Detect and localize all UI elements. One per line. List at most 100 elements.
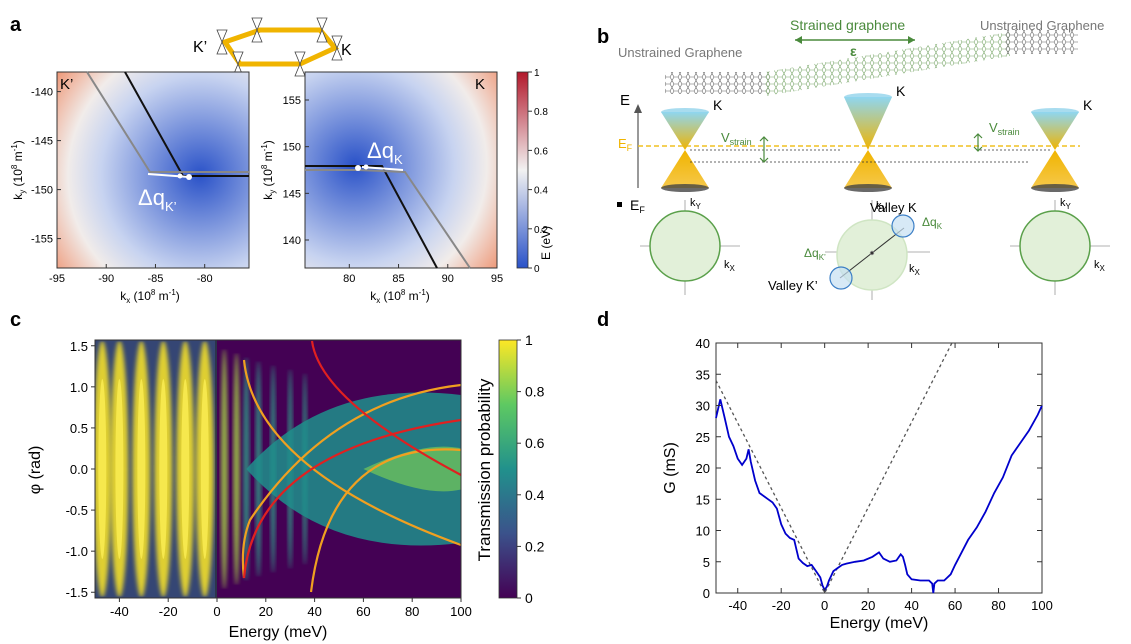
conductance-xtick: 20: [861, 598, 875, 613]
svg-text:kX: kX: [1094, 259, 1106, 273]
conductance-xtick: 80: [991, 598, 1005, 613]
right-map-ytick: 155: [283, 95, 301, 107]
transmission-curve-red-upper: [310, 340, 461, 476]
energy-colorbar-label: E (eV): [539, 226, 553, 260]
conductance-xtick: -40: [728, 598, 747, 613]
conductance-xtick: 40: [904, 598, 918, 613]
fermi-label: EF: [618, 136, 633, 153]
right-energy-map: K ΔqK 80 85 90 95 155 150 145 140 kx (108 m-1)…: [260, 71, 503, 305]
left-map-ytick: -145: [31, 136, 53, 148]
conductance-ytick: 35: [696, 367, 710, 382]
fermi-circle-middle: kY kX Valley K Valley K’ ΔqK ΔqK’: [768, 200, 943, 300]
heatmap-xtick: 60: [356, 604, 370, 619]
conductance-ytick: 10: [696, 524, 710, 539]
transmission-colorbar-tick: 0.2: [525, 538, 545, 554]
left-map-dq-label: ΔqK’: [138, 185, 177, 214]
energy-colorbar-tick: 0.6: [534, 146, 548, 157]
valley-label-left: K: [713, 97, 723, 113]
conductance-plot: -40 -20 0 20 40 60 80 100 0 5 10 15 20 25 30 35 40 Ener…: [662, 336, 1053, 632]
energy-axis-label: E: [620, 92, 630, 109]
label-epsilon: ε: [850, 43, 857, 59]
conductance-ytick: 0: [703, 586, 710, 601]
left-map-xticks: -95 -90 -85 -80: [49, 264, 213, 285]
dirac-cone-middle: K: [844, 83, 906, 192]
panel-letter-d: d: [597, 309, 610, 331]
right-map-ytick: 140: [283, 235, 301, 247]
panel-letter-a: a: [10, 14, 22, 36]
valley-label-right: K: [1083, 97, 1093, 113]
transmission-curve-orange-lower: [242, 359, 461, 547]
heatmap-ytick: -1.0: [66, 544, 88, 559]
fermi-surface-label: EF: [630, 197, 645, 215]
valley-kprime-label: Valley K’: [768, 278, 818, 293]
heatmap-xtick: -40: [110, 604, 129, 619]
svg-text:kY: kY: [690, 197, 702, 211]
left-map-xtick: -80: [197, 273, 213, 285]
right-map-yticks: 155 150 145 140: [283, 95, 309, 247]
fermi-circle-right: kY kX: [1010, 197, 1110, 295]
right-map-xticks: 80 85 90 95: [343, 264, 503, 285]
conductance-ytick: 25: [696, 430, 710, 445]
heatmap-xtick: 0: [213, 604, 220, 619]
transmission-curve-orange-bottom: [309, 448, 461, 593]
dirac-cone-left: K: [661, 97, 723, 192]
svg-text:kY: kY: [876, 200, 888, 214]
left-map-xlabel: kx (108 m-1): [120, 288, 180, 305]
conductance-xtick: 0: [821, 598, 828, 613]
right-map-ytick: 150: [283, 142, 301, 154]
conductance-ytick: 20: [696, 461, 710, 476]
conductance-ytick: 5: [703, 555, 710, 570]
transmission-colorbar-label: Transmission probability: [475, 378, 494, 561]
lattice-label-kprime: K’: [193, 39, 207, 56]
conductance-dashed-line: [715, 342, 953, 595]
conductance-ylabel: G (mS): [662, 442, 679, 494]
right-map-ylabel: ky (108 m-1): [260, 140, 277, 200]
heatmap-xtick: 100: [450, 604, 472, 619]
right-map-xtick: 80: [343, 273, 355, 285]
transmission-heatmap: -40 -20 0 20 40 60 80 100 1.5 1.0 0.5 0.0 -0.5 -1.0 -…: [27, 339, 472, 641]
heatmap-ytick: -1.5: [66, 585, 88, 600]
heatmap-xtick: -20: [159, 604, 178, 619]
right-map-ytick: 145: [283, 188, 301, 200]
left-map-ytick: -150: [31, 185, 53, 197]
valley-k-label: Valley K: [870, 200, 917, 215]
left-map-xtick: -90: [98, 273, 114, 285]
right-map-xtick: 95: [491, 273, 503, 285]
heatmap-ytick: 1.5: [70, 339, 88, 354]
valley-label-middle: K: [896, 83, 906, 99]
fermi-circle-left: kY kX: [640, 197, 740, 295]
transmission-curve-red-lower: [242, 418, 461, 579]
conductance-xtick: 60: [948, 598, 962, 613]
energy-colorbar-tick: 1: [534, 68, 540, 79]
left-map-xtick: -95: [49, 273, 65, 285]
label-unstrained-left: Unstrained Graphene: [618, 45, 742, 60]
transmission-colorbar-tick: 0.6: [525, 435, 545, 451]
heatmap-xtick: 80: [405, 604, 419, 619]
transmission-colorbar: 1 0.8 0.6 0.4 0.2 0 Transmission probability: [475, 332, 545, 606]
heatmap-ytick: 0.5: [70, 421, 88, 436]
svg-text:kY: kY: [1060, 197, 1072, 211]
transmission-colorbar-tick: 0.8: [525, 384, 545, 400]
transmission-colorbar-tick: 0.4: [525, 487, 545, 503]
heatmap-xtick: 40: [307, 604, 321, 619]
energy-colorbar-tick: 0: [534, 264, 540, 275]
left-map-xtick: -85: [148, 273, 164, 285]
unstrained-left-lattice: [665, 72, 770, 94]
dq-k-label: ΔqK: [922, 215, 943, 231]
lattice-label-k: K: [341, 42, 352, 59]
dirac-cone-right: K: [1031, 97, 1093, 192]
heatmap-fringe: [233, 353, 240, 585]
transmission-curve-orange-upper: [241, 383, 461, 579]
right-map-dq-label: ΔqK: [367, 138, 403, 167]
left-energy-map: K’ ΔqK’ -95 -90 -85 -80 -140 -145 -150 -155 kx…: [10, 71, 250, 305]
vstrain-label-right: Vstrain: [989, 120, 1020, 137]
right-map-corner-label: K: [475, 76, 485, 93]
right-map-xlabel: kx (108 m-1): [370, 288, 430, 305]
heatmap-ytick: -0.5: [66, 503, 88, 518]
energy-colorbar-tick: 0.8: [534, 107, 548, 118]
label-unstrained-right: Unstrained Graphene: [980, 18, 1104, 33]
strained-lattice: [765, 32, 1010, 96]
left-map-corner-label: K’: [60, 76, 73, 93]
left-map-ytick: -155: [31, 234, 53, 246]
heatmap-ytick: 0.0: [70, 462, 88, 477]
